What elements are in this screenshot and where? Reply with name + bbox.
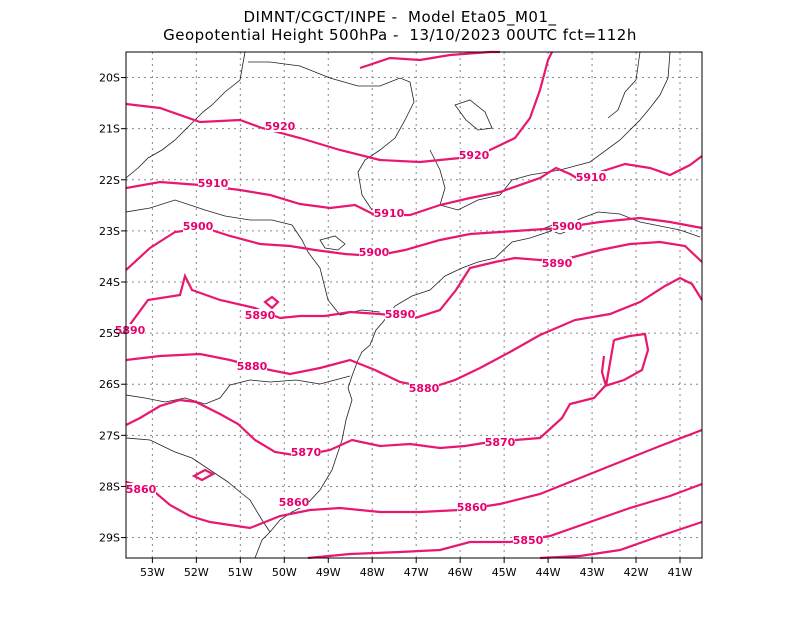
lat-tick-label: 29S [99, 532, 120, 545]
contour-5860-small [191, 468, 216, 482]
lat-tick-label: 25S [99, 327, 120, 340]
contour-label-bg [513, 534, 543, 546]
state-border-1 [125, 51, 246, 179]
contour-label: 5910 [198, 177, 229, 190]
contour-label: 5880 [409, 382, 440, 395]
contour-label-bg [183, 220, 213, 232]
contour-labels: 5920 5920 5910 5910 5910 5900 5900 5900 5890 5890… [115, 120, 607, 547]
contour-label: 5910 [576, 171, 607, 184]
contour-label: 5860 [457, 501, 488, 514]
contour-label-bg [126, 483, 156, 495]
contour-5850 [307, 482, 703, 560]
coastline-borders [125, 51, 701, 559]
contour-label: 5900 [552, 220, 583, 233]
contour-label-bg [279, 496, 309, 508]
lon-tick-label: 53W [140, 566, 165, 579]
lat-tick-label: 28S [99, 480, 120, 493]
contour-label-bg [245, 309, 275, 321]
contour-label-bg [576, 171, 606, 183]
contour-label-bg [374, 207, 404, 219]
lon-tick-label: 49W [316, 566, 341, 579]
state-border-6 [125, 375, 351, 405]
grid-lines [126, 52, 702, 558]
contour-label: 5920 [459, 149, 490, 162]
axis-ticks: 53W 52W 51W 50W 49W 48W 47W 46W 45W 44W 43W 42W 41W 2… [99, 72, 693, 579]
lon-tick-label: 52W [184, 566, 209, 579]
contour-lines [125, 50, 703, 560]
contour-5890-closed [263, 295, 280, 310]
title-line-2: Geopotential Height 500hPa - 13/10/2023 … [163, 26, 637, 44]
contour-label: 5890 [542, 257, 573, 270]
lon-tick-label: 46W [448, 566, 473, 579]
bay [319, 235, 346, 251]
contour-label: 5910 [374, 207, 405, 220]
contour-label: 5900 [183, 220, 214, 233]
lon-tick-label: 50W [272, 566, 297, 579]
lon-tick-label: 44W [536, 566, 561, 579]
title-line-1: DIMNT/CGCT/INPE - Model Eta05_M01_ [243, 8, 557, 26]
contour-5870-tail [600, 339, 616, 387]
lat-tick-label: 26S [99, 378, 120, 391]
state-border-7 [125, 437, 271, 533]
lat-tick-label: 22S [99, 174, 120, 187]
contour-label: 5890 [245, 309, 276, 322]
contour-label: 5920 [265, 120, 296, 133]
lon-tick-label: 48W [360, 566, 385, 579]
lon-tick-label: 42W [624, 566, 649, 579]
lon-tick-label: 41W [668, 566, 693, 579]
plot-frame [125, 51, 703, 559]
contour-5910 [125, 155, 703, 217]
contour-label: 5870 [291, 446, 322, 459]
contour-label-bg [198, 177, 228, 189]
contour-label: 5860 [126, 483, 157, 496]
contour-5930 [359, 50, 500, 70]
lagoon [454, 99, 493, 131]
contour-5920 [125, 51, 553, 164]
contour-label-bg [459, 149, 489, 161]
lat-tick-label: 24S [99, 276, 120, 289]
lon-tick-label: 45W [492, 566, 517, 579]
contour-label: 5850 [513, 534, 544, 547]
contour-label: 5900 [359, 246, 390, 259]
state-border-3 [125, 199, 381, 316]
lat-tick-label: 21S [99, 123, 120, 136]
contour-label: 5890 [385, 308, 416, 321]
contour-label: 5890 [115, 324, 146, 337]
contour-5870 [125, 428, 703, 530]
contour-label-bg [359, 246, 389, 258]
contour-label-bg [485, 436, 515, 448]
lon-tick-label: 47W [404, 566, 429, 579]
contour-label-bg [237, 360, 267, 372]
contour-label: 5870 [485, 436, 516, 449]
contour-label-bg [542, 257, 572, 269]
contour-label-bg [409, 382, 439, 394]
state-border-2 [248, 61, 415, 211]
state-border-5 [607, 51, 641, 119]
contour-label: 5880 [237, 360, 268, 373]
lat-tick-label: 27S [99, 429, 120, 442]
lon-tick-label: 43W [580, 566, 605, 579]
contour-label: 5860 [279, 496, 310, 509]
contour-5880-closed [125, 332, 650, 458]
state-border-4 [429, 51, 671, 211]
contour-label-bg [552, 220, 582, 232]
lon-tick-label: 51W [228, 566, 253, 579]
contour-label-bg [265, 120, 295, 132]
contour-label-bg [457, 501, 487, 513]
lat-tick-label: 20S [99, 72, 120, 85]
contour-label-bg [385, 308, 415, 320]
lat-tick-label: 23S [99, 225, 120, 238]
contour-label-bg [291, 446, 321, 458]
contour-5840 [539, 520, 703, 560]
